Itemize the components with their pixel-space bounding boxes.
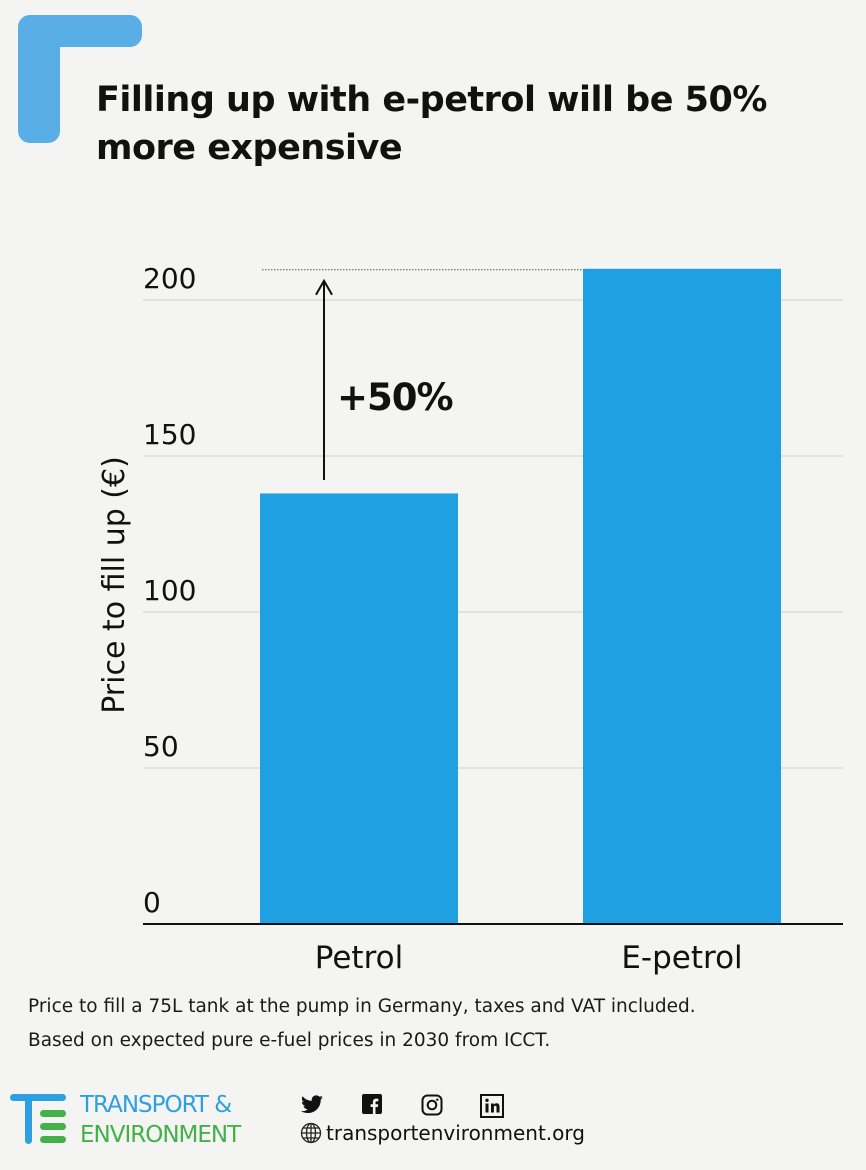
caption-line-2: Based on expected pure e-fuel prices in … — [28, 1030, 551, 1051]
y-axis-label: Price to fill up (€) — [97, 456, 132, 714]
y-tick-label: 150 — [143, 418, 196, 451]
y-tick-label: 50 — [143, 730, 179, 763]
te-logo-icon — [10, 1094, 66, 1144]
twitter-icon[interactable] — [300, 1094, 324, 1118]
instagram-icon[interactable] — [420, 1094, 444, 1118]
website-link[interactable]: transportenvironment.org — [300, 1121, 585, 1145]
x-tick-label: Petrol — [315, 940, 403, 976]
y-tick-label: 200 — [143, 262, 196, 295]
website-url: transportenvironment.org — [326, 1121, 585, 1145]
bar-e-petrol — [583, 268, 781, 924]
brand-line-2: ENVIRONMENT — [80, 1122, 241, 1148]
x-tick-label: E-petrol — [621, 940, 742, 976]
arrow-head-icon — [315, 278, 333, 296]
globe-icon — [300, 1122, 322, 1144]
caption-line-1: Price to fill a 75L tank at the pump in … — [28, 996, 696, 1017]
facebook-icon[interactable] — [360, 1094, 384, 1118]
y-tick-label: 0 — [143, 886, 161, 919]
annotation-label: +50% — [337, 376, 453, 419]
social-links — [300, 1094, 504, 1118]
brand-name: TRANSPORT & ENVIRONMENT — [80, 1090, 241, 1150]
y-tick-label: 100 — [143, 574, 196, 607]
bar-chart: 0 50 100 150 200 Petrol E-petrol +50% Price to f… — [97, 262, 843, 976]
linkedin-icon[interactable] — [480, 1094, 504, 1118]
chart-title: Filling up with e-petrol will be 50% mor… — [96, 80, 767, 168]
bar-petrol — [260, 493, 458, 924]
corner-decoration — [18, 15, 142, 143]
caption: Price to fill a 75L tank at the pump in … — [28, 990, 696, 1058]
brand-line-1: TRANSPORT & — [80, 1092, 232, 1118]
